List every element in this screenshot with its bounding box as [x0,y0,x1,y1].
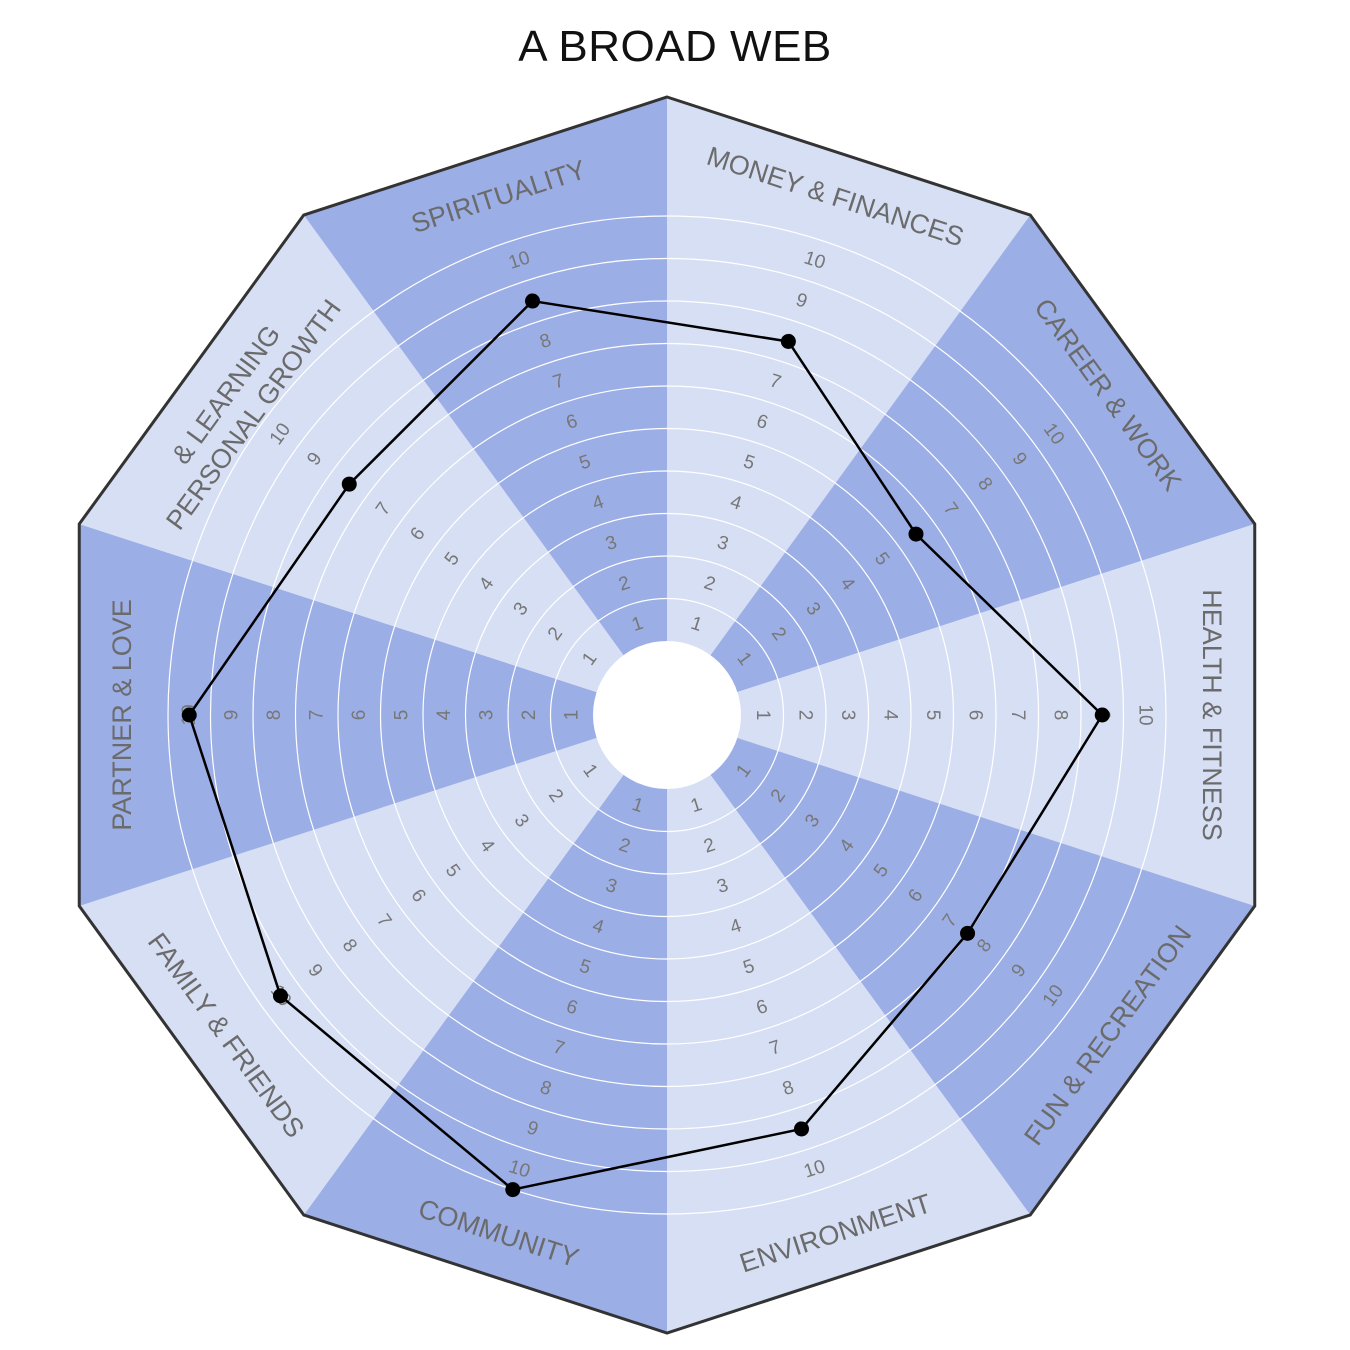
segment-band [79,524,667,906]
score-point [960,925,976,941]
score-point [525,293,541,309]
score-point [793,1121,809,1137]
score-ring [549,597,785,833]
score-point [780,333,796,349]
score-ring [294,342,1040,1088]
tick-label: 8 [1049,710,1070,721]
decagon-border [77,95,1257,1335]
category-label: PARTNER & LOVE [107,599,137,831]
tick-label: 2 [794,710,815,721]
tick-label: 8 [264,710,285,721]
score-ring [379,427,955,1003]
score-ring [209,257,1125,1173]
center-hole [593,641,741,789]
chart-title: A BROAD WEB [518,22,832,71]
score-point [1094,707,1110,723]
score-ring [464,512,870,918]
score-ring [422,470,912,960]
score-point [908,526,924,542]
segment-band [667,715,1031,1333]
tick-label: 10 [1134,704,1155,725]
tick-label: 3 [837,710,858,721]
category-label: HEALTH & FITNESS [1197,589,1227,841]
score-ring [507,555,827,875]
tick-label: 7 [1007,710,1028,721]
tick-label: 6 [964,710,985,721]
tick-label: 4 [434,709,455,720]
score-point [272,988,288,1004]
tick-label: 1 [561,710,582,721]
score-point [505,1182,521,1198]
segment-band [79,215,667,715]
tick-label: 7 [306,710,327,721]
segment-band [667,524,1255,906]
score-point [341,476,357,492]
score-ring [252,300,1082,1130]
segment-band [79,715,667,1215]
score-points [181,293,1110,1198]
segment-band [303,97,667,715]
tick-label: 5 [391,710,412,721]
tick-label: 6 [349,710,370,721]
tick-label: 1 [752,710,773,721]
segment-band [303,715,667,1333]
score-ring [337,385,997,1045]
tick-label: 3 [476,710,497,721]
tick-label: 4 [879,710,900,721]
tick-label: 2 [519,710,540,721]
score-ring [167,215,1167,1215]
segment-band [667,715,1255,1215]
segment-band [667,97,1031,715]
tick-label: 5 [922,710,943,721]
tick-label: 9 [221,710,242,721]
segment-band [667,215,1255,715]
score-rings [167,215,1167,1215]
segment-bands [79,97,1255,1333]
score-point [181,707,197,723]
